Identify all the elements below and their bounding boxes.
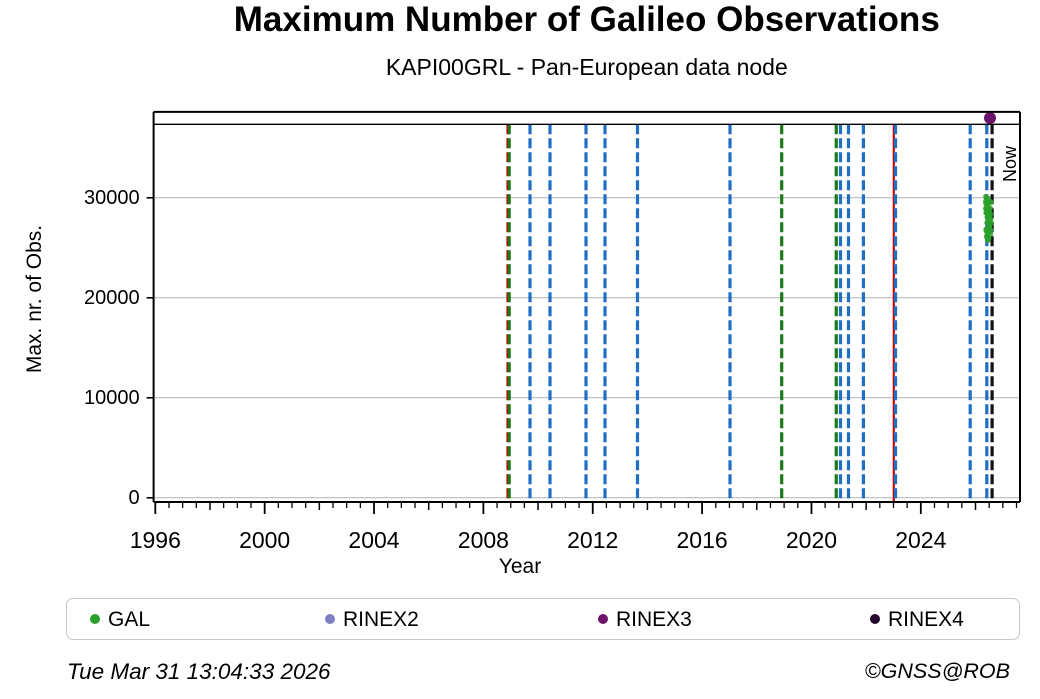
svg-text:10000: 10000 (84, 387, 140, 409)
svg-text:2008: 2008 (458, 527, 509, 553)
svg-text:2016: 2016 (677, 527, 728, 553)
svg-text:2000: 2000 (239, 527, 290, 553)
svg-text:0: 0 (128, 487, 139, 509)
svg-text:2024: 2024 (895, 527, 946, 553)
svg-text:30000: 30000 (84, 187, 140, 209)
svg-text:2004: 2004 (348, 527, 399, 553)
svg-text:2012: 2012 (567, 527, 618, 553)
svg-text:1996: 1996 (130, 527, 181, 553)
svg-text:2020: 2020 (786, 527, 837, 553)
svg-text:20000: 20000 (84, 287, 140, 309)
